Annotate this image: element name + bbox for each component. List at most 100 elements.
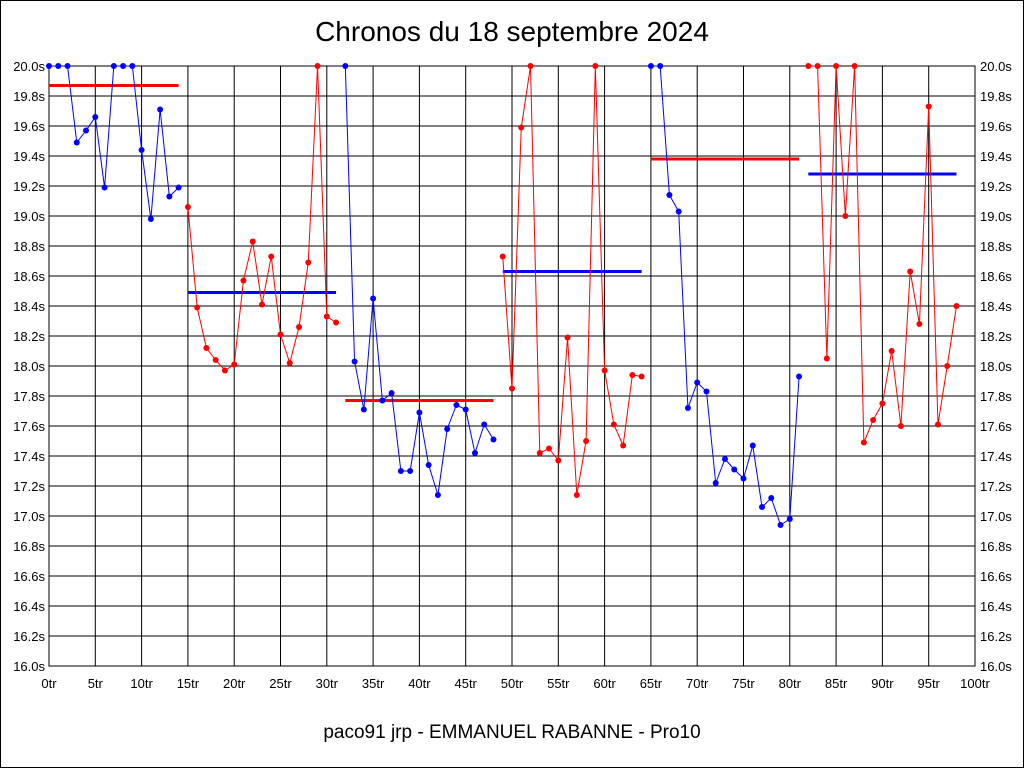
data-point — [499, 253, 506, 260]
data-point — [110, 63, 117, 69]
data-point — [379, 397, 386, 404]
y-tick-label-left: 17.4s — [13, 449, 45, 464]
data-point — [555, 457, 562, 464]
data-point — [731, 466, 738, 473]
data-point — [620, 442, 627, 449]
data-point — [147, 216, 154, 222]
data-point — [703, 388, 710, 395]
data-point — [296, 324, 303, 330]
data-point — [55, 63, 62, 69]
x-tick-label: 50tr — [501, 676, 524, 691]
data-point — [740, 475, 747, 482]
data-point — [879, 400, 886, 407]
data-point — [175, 184, 182, 191]
data-point — [536, 450, 543, 456]
data-point — [629, 372, 636, 378]
data-point — [462, 406, 469, 413]
y-tick-label-left: 17.2s — [13, 479, 45, 494]
data-point — [46, 63, 52, 69]
data-point — [407, 468, 414, 474]
data-point — [934, 421, 941, 428]
data-point — [397, 468, 404, 474]
y-tick-label-left: 17.6s — [13, 419, 45, 434]
x-tick-label: 35tr — [362, 676, 385, 691]
x-tick-label: 60tr — [593, 676, 616, 691]
y-tick-label-right: 17.2s — [980, 479, 1012, 494]
data-point — [490, 436, 497, 443]
data-point — [203, 345, 210, 351]
data-point — [342, 63, 349, 69]
data-point — [370, 295, 377, 302]
y-tick-label-left: 18.0s — [13, 359, 45, 374]
y-tick-label-right: 18.4s — [980, 299, 1012, 314]
data-point — [944, 363, 951, 369]
data-point — [425, 462, 432, 468]
y-tick-label-right: 17.4s — [980, 449, 1012, 464]
data-point — [360, 406, 367, 413]
data-point — [92, 114, 99, 120]
data-point — [601, 367, 608, 374]
y-tick-label-right: 19.0s — [980, 209, 1012, 224]
data-point — [73, 139, 80, 146]
y-tick-label-right: 16.2s — [980, 629, 1012, 644]
y-tick-label-right: 19.2s — [980, 179, 1012, 194]
data-point — [805, 63, 812, 69]
data-point — [694, 379, 701, 386]
data-point — [434, 492, 441, 498]
data-point — [305, 259, 312, 266]
data-point — [231, 361, 238, 368]
data-point — [925, 103, 932, 110]
data-point — [64, 63, 71, 69]
x-tick-label: 40tr — [408, 676, 431, 691]
data-point — [314, 63, 321, 69]
x-tick-label: 90tr — [871, 676, 894, 691]
y-tick-label-left: 19.2s — [13, 179, 45, 194]
y-tick-label-right: 16.6s — [980, 569, 1012, 584]
x-tick-label: 10tr — [130, 676, 153, 691]
y-tick-label-left: 16.0s — [13, 659, 45, 674]
data-point — [768, 495, 775, 501]
data-point — [684, 405, 691, 411]
data-point — [721, 456, 728, 462]
data-point — [351, 358, 358, 365]
y-tick-label-left: 16.4s — [13, 599, 45, 614]
data-point — [842, 213, 849, 219]
data-point — [240, 277, 247, 284]
x-tick-label: 25tr — [269, 676, 292, 691]
y-tick-label-right: 17.8s — [980, 389, 1012, 404]
y-tick-label-right: 18.8s — [980, 239, 1012, 254]
data-point — [860, 439, 867, 446]
y-tick-label-right: 16.4s — [980, 599, 1012, 614]
data-point — [444, 426, 451, 432]
x-tick-label: 85tr — [825, 676, 848, 691]
data-point — [258, 301, 265, 308]
y-tick-label-right: 20.0s — [980, 59, 1012, 74]
data-point — [166, 193, 173, 200]
x-tick-label: 45tr — [454, 676, 477, 691]
data-point — [194, 304, 201, 311]
x-tick-label: 0tr — [41, 676, 57, 691]
data-point — [666, 192, 673, 198]
y-tick-label-right: 18.0s — [980, 359, 1012, 374]
x-tick-label: 20tr — [223, 676, 246, 691]
data-point — [509, 385, 515, 392]
data-point — [870, 417, 877, 423]
data-point — [657, 63, 664, 69]
x-tick-label: 100tr — [960, 676, 990, 691]
data-point — [712, 480, 719, 486]
data-point — [851, 63, 858, 69]
y-tick-label-left: 18.2s — [13, 329, 45, 344]
x-tick-label: 70tr — [686, 676, 709, 691]
y-tick-label-left: 19.6s — [13, 119, 45, 134]
x-tick-label: 30tr — [316, 676, 339, 691]
data-point — [573, 492, 580, 498]
data-point — [286, 360, 293, 366]
x-tick-label: 5tr — [88, 676, 104, 691]
y-tick-label-right: 19.4s — [980, 149, 1012, 164]
y-tick-label-right: 19.8s — [980, 89, 1012, 104]
data-point — [583, 438, 590, 444]
data-point — [953, 303, 960, 309]
data-point — [518, 124, 525, 131]
data-point — [897, 423, 904, 429]
x-tick-label: 55tr — [547, 676, 570, 691]
